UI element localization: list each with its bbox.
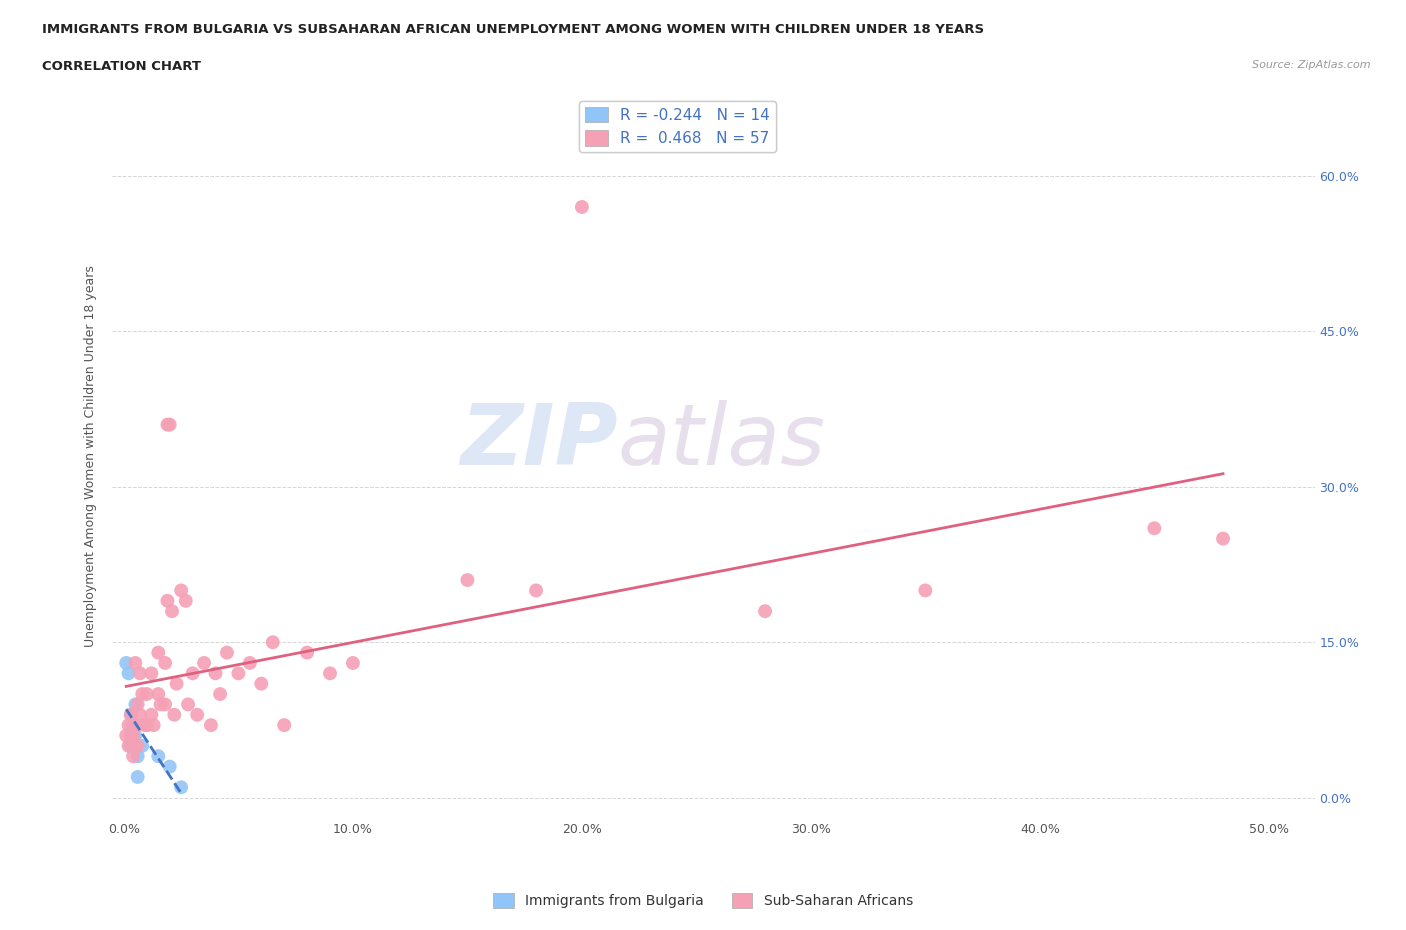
Point	[148, 645, 170, 660]
Point	[163, 708, 186, 723]
Y-axis label: Unemployment Among Women with Children Under 18 years: Unemployment Among Women with Children U…	[83, 265, 97, 646]
Point	[160, 604, 183, 618]
Point	[120, 738, 142, 753]
Point	[181, 666, 204, 681]
Point	[117, 718, 139, 733]
Point	[115, 728, 138, 743]
Point	[124, 656, 146, 671]
Point	[124, 738, 146, 753]
Point	[135, 718, 157, 733]
Point	[135, 718, 157, 733]
Point	[148, 686, 170, 701]
Point	[215, 645, 238, 660]
Point	[193, 656, 215, 671]
Point	[134, 718, 156, 733]
Point	[124, 728, 146, 743]
Point	[170, 780, 193, 795]
Point	[129, 708, 152, 723]
Point	[174, 593, 197, 608]
Point	[177, 697, 200, 711]
Point	[156, 593, 179, 608]
Point	[159, 418, 181, 432]
Point	[127, 738, 149, 753]
Point	[127, 749, 149, 764]
Point	[120, 728, 142, 743]
Point	[141, 666, 163, 681]
Point	[117, 666, 139, 681]
Point	[204, 666, 226, 681]
Point	[1143, 521, 1166, 536]
Point	[120, 708, 142, 723]
Text: CORRELATION CHART: CORRELATION CHART	[42, 60, 201, 73]
Point	[122, 718, 145, 733]
Point	[186, 708, 208, 723]
Point	[209, 686, 232, 701]
Point	[153, 697, 176, 711]
Point	[1212, 531, 1234, 546]
Point	[148, 749, 170, 764]
Point	[117, 738, 139, 753]
Point	[115, 656, 138, 671]
Point	[754, 604, 776, 618]
Point	[295, 645, 318, 660]
Point	[135, 686, 157, 701]
Point	[127, 769, 149, 784]
Point	[141, 708, 163, 723]
Point	[262, 635, 284, 650]
Point	[319, 666, 342, 681]
Point	[159, 759, 181, 774]
Text: atlas: atlas	[617, 400, 825, 483]
Point	[250, 676, 273, 691]
Point	[914, 583, 936, 598]
Point	[122, 749, 145, 764]
Point	[239, 656, 262, 671]
Point	[342, 656, 364, 671]
Point	[200, 718, 222, 733]
Point	[127, 697, 149, 711]
Legend: R = -0.244   N = 14, R =  0.468   N = 57: R = -0.244 N = 14, R = 0.468 N = 57	[579, 100, 776, 153]
Point	[456, 573, 478, 588]
Point	[524, 583, 547, 598]
Point	[166, 676, 188, 691]
Point	[571, 200, 593, 215]
Legend: Immigrants from Bulgaria, Sub-Saharan Africans: Immigrants from Bulgaria, Sub-Saharan Af…	[488, 888, 918, 914]
Point	[228, 666, 250, 681]
Point	[153, 656, 176, 671]
Point	[124, 718, 146, 733]
Point	[142, 718, 165, 733]
Point	[131, 738, 153, 753]
Point	[120, 708, 142, 723]
Text: IMMIGRANTS FROM BULGARIA VS SUBSAHARAN AFRICAN UNEMPLOYMENT AMONG WOMEN WITH CHI: IMMIGRANTS FROM BULGARIA VS SUBSAHARAN A…	[42, 23, 984, 36]
Point	[122, 728, 145, 743]
Point	[129, 666, 152, 681]
Point	[273, 718, 295, 733]
Point	[156, 418, 179, 432]
Point	[149, 697, 172, 711]
Point	[124, 697, 146, 711]
Text: ZIP: ZIP	[460, 400, 617, 483]
Point	[170, 583, 193, 598]
Text: Source: ZipAtlas.com: Source: ZipAtlas.com	[1253, 60, 1371, 71]
Point	[131, 686, 153, 701]
